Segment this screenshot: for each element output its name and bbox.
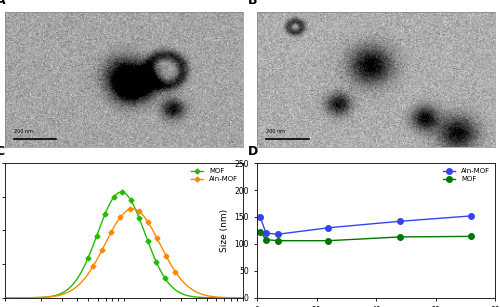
AIn-MOF	[275, 232, 281, 236]
MOF	[468, 235, 474, 238]
AIn-MOF	[263, 231, 269, 235]
Legend: AIn-MOF, MOF: AIn-MOF, MOF	[442, 167, 492, 184]
Text: A: A	[0, 0, 5, 7]
AIn-MOF	[257, 215, 263, 219]
MOF	[275, 239, 281, 243]
Text: 200 nm: 200 nm	[266, 130, 284, 134]
AIn-MOF	[326, 226, 332, 230]
Text: 200 nm: 200 nm	[14, 130, 32, 134]
Y-axis label: Size (nm): Size (nm)	[220, 209, 228, 252]
AIn-MOF	[468, 214, 474, 218]
MOF	[257, 230, 263, 233]
MOF	[326, 239, 332, 243]
MOF	[263, 238, 269, 241]
Text: D: D	[248, 145, 258, 158]
MOF	[397, 235, 403, 239]
AIn-MOF	[397, 220, 403, 223]
Text: B: B	[248, 0, 257, 7]
Legend: MOF, AIn-MOF: MOF, AIn-MOF	[190, 167, 240, 184]
Text: C: C	[0, 145, 4, 158]
Line: MOF: MOF	[258, 229, 474, 243]
Line: AIn-MOF: AIn-MOF	[258, 213, 474, 237]
